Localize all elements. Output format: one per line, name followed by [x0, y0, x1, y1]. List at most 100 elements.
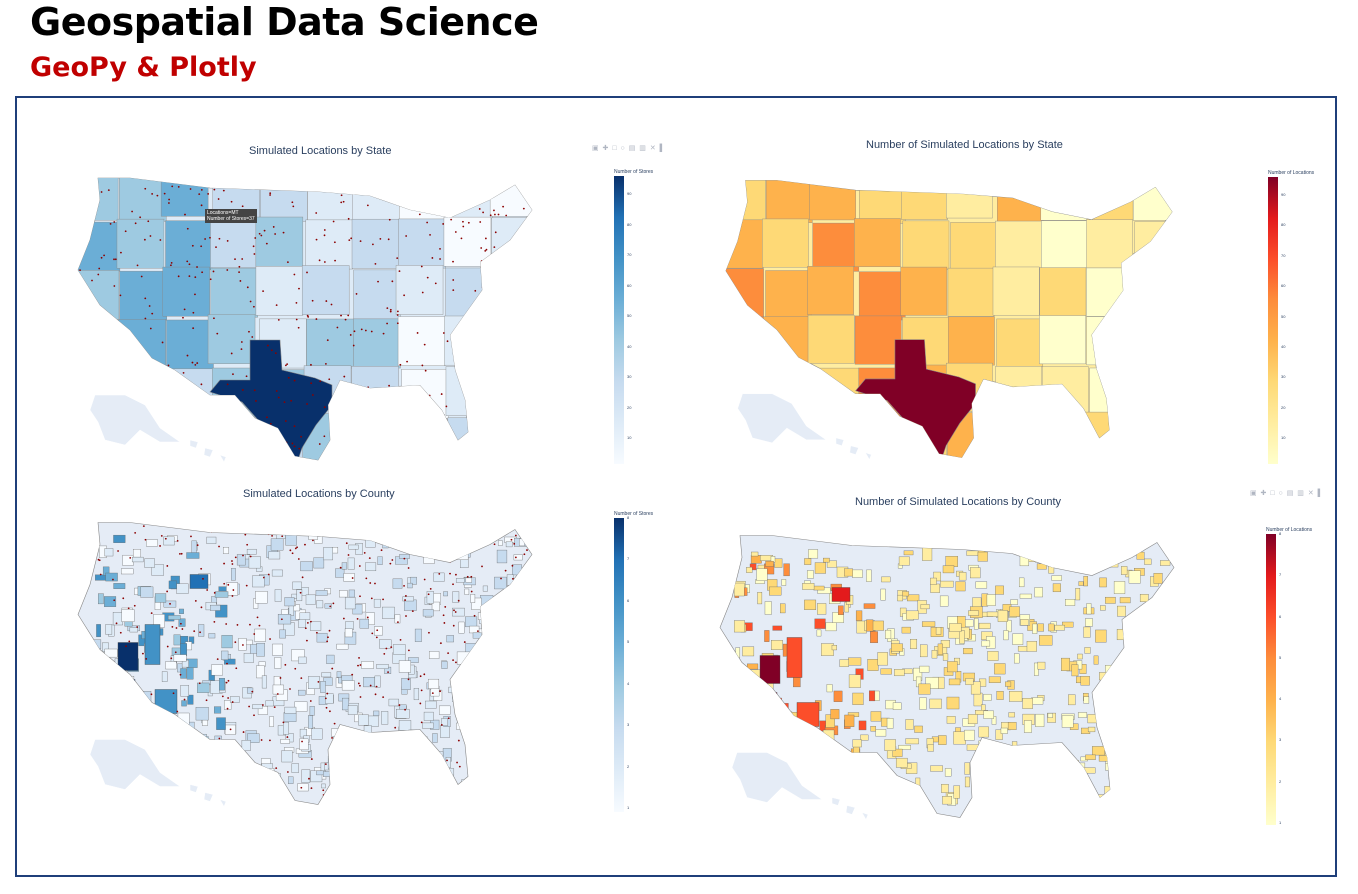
location-marker[interactable] [505, 445, 508, 447]
location-marker[interactable] [265, 242, 268, 245]
location-marker[interactable] [484, 237, 487, 240]
county-shape[interactable] [316, 632, 328, 643]
county-shape[interactable] [465, 643, 479, 654]
county-shape[interactable] [246, 548, 257, 555]
county-shape[interactable] [216, 717, 226, 730]
location-marker[interactable] [222, 189, 225, 192]
location-marker[interactable] [94, 191, 97, 194]
state-shape[interactable] [1089, 367, 1137, 417]
location-marker[interactable] [212, 270, 215, 273]
county-shape[interactable] [1037, 661, 1046, 670]
location-marker[interactable] [431, 758, 434, 760]
county-shape[interactable] [1099, 688, 1110, 697]
location-marker[interactable] [215, 246, 217, 249]
location-marker[interactable] [512, 577, 514, 580]
location-marker[interactable] [467, 765, 470, 768]
location-marker[interactable] [133, 604, 136, 607]
county-shape[interactable] [270, 538, 284, 551]
location-marker[interactable] [200, 204, 203, 207]
county-shape[interactable] [910, 639, 918, 649]
location-marker[interactable] [495, 787, 498, 790]
location-marker[interactable] [389, 562, 392, 565]
location-marker[interactable] [80, 720, 83, 723]
state-shape[interactable] [1041, 220, 1088, 270]
location-marker[interactable] [161, 341, 164, 344]
county-shape[interactable] [418, 539, 426, 549]
location-marker[interactable] [522, 587, 525, 590]
county-shape[interactable] [1051, 575, 1062, 581]
location-marker[interactable] [177, 185, 180, 188]
location-marker[interactable] [474, 378, 477, 381]
county-shape[interactable] [870, 631, 878, 644]
location-marker[interactable] [329, 417, 332, 420]
county-shape[interactable] [983, 792, 994, 799]
location-marker[interactable] [156, 194, 159, 197]
location-marker[interactable] [183, 308, 186, 311]
location-marker[interactable] [113, 258, 115, 261]
county-shape[interactable] [895, 795, 903, 802]
county-shape[interactable] [974, 776, 981, 783]
county-shape[interactable] [491, 738, 502, 750]
county-shape[interactable] [821, 643, 834, 656]
location-marker[interactable] [490, 666, 493, 668]
location-marker[interactable] [216, 332, 219, 335]
location-marker[interactable] [322, 789, 325, 792]
state-shape[interactable] [812, 222, 860, 272]
county-shape[interactable] [964, 762, 970, 775]
location-marker[interactable] [349, 435, 351, 438]
location-marker[interactable] [394, 726, 397, 729]
location-marker[interactable] [200, 189, 203, 191]
county-shape[interactable] [413, 688, 419, 701]
location-marker[interactable] [355, 399, 358, 401]
location-marker[interactable] [333, 780, 336, 783]
county-shape[interactable] [994, 663, 1006, 675]
location-marker[interactable] [310, 382, 313, 385]
county-shape[interactable] [159, 727, 171, 740]
county-shape[interactable] [321, 783, 326, 789]
county-shape[interactable] [903, 550, 914, 556]
county-shape[interactable] [517, 621, 524, 630]
location-marker[interactable] [499, 323, 502, 325]
location-marker[interactable] [462, 711, 465, 714]
county-shape[interactable] [111, 718, 122, 724]
county-shape[interactable] [448, 686, 454, 694]
location-marker[interactable] [391, 559, 394, 561]
location-marker[interactable] [385, 527, 388, 530]
county-shape[interactable] [1019, 593, 1032, 599]
county-shape[interactable] [1139, 746, 1148, 759]
location-marker[interactable] [159, 239, 162, 241]
county-shape[interactable] [905, 738, 919, 745]
location-marker[interactable] [480, 247, 483, 249]
location-marker[interactable] [290, 399, 293, 402]
location-marker[interactable] [133, 442, 136, 445]
location-marker[interactable] [83, 648, 86, 651]
location-marker[interactable] [375, 390, 378, 393]
location-marker[interactable] [221, 695, 224, 698]
location-marker[interactable] [463, 641, 466, 643]
county-shape[interactable] [105, 624, 113, 635]
location-marker[interactable] [455, 573, 457, 576]
location-marker[interactable] [447, 449, 450, 452]
state-shape[interactable] [995, 220, 1042, 270]
location-marker[interactable] [446, 340, 449, 343]
location-marker[interactable] [331, 181, 334, 184]
location-marker[interactable] [202, 577, 204, 580]
county-shape[interactable] [804, 772, 813, 783]
county-shape[interactable] [213, 740, 222, 747]
county-shape[interactable] [323, 771, 333, 777]
location-marker[interactable] [494, 231, 497, 234]
county-shape[interactable] [254, 628, 266, 642]
location-marker[interactable] [483, 338, 486, 341]
location-marker[interactable] [117, 732, 120, 734]
location-marker[interactable] [432, 749, 435, 751]
county-shape[interactable] [356, 743, 365, 755]
county-shape[interactable] [335, 780, 349, 786]
location-marker[interactable] [467, 221, 470, 224]
county-shape[interactable] [359, 618, 370, 629]
location-marker[interactable] [447, 209, 450, 212]
county-shape[interactable] [806, 570, 814, 579]
location-marker[interactable] [304, 543, 306, 546]
county-shape[interactable] [996, 691, 1004, 700]
county-shape[interactable] [1151, 642, 1162, 648]
location-marker[interactable] [458, 765, 461, 768]
